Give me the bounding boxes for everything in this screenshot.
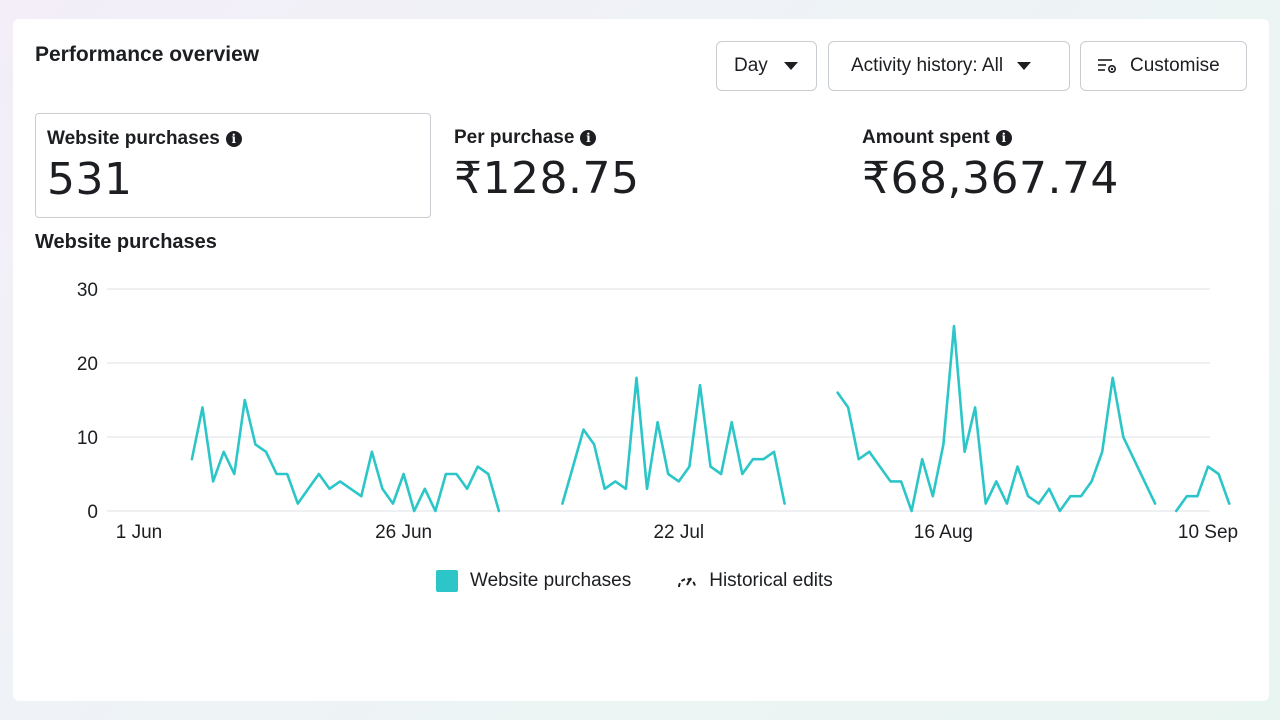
customise-icon bbox=[1098, 59, 1117, 74]
series-line-website-purchases bbox=[190, 398, 501, 513]
customise-label: Customise bbox=[1130, 55, 1220, 76]
x-tick-label: 10 Sep bbox=[1178, 522, 1238, 543]
x-tick-label: 16 Aug bbox=[914, 522, 973, 543]
series-line-website-purchases bbox=[836, 324, 1157, 513]
x-tick-label: 1 Jun bbox=[116, 522, 162, 543]
metric-value: ₹68,367.74 bbox=[862, 153, 1119, 204]
activity-history-label: Activity history: All bbox=[851, 55, 1004, 76]
metric-label: Website purchases bbox=[47, 128, 220, 149]
metric-value: 531 bbox=[47, 154, 133, 205]
performance-overview-card: Performance overview Day Activity histor… bbox=[13, 19, 1269, 701]
x-tick-label: 26 Jun bbox=[375, 522, 432, 543]
x-tick-label: 22 Jul bbox=[653, 522, 704, 543]
metric-label: Per purchase bbox=[454, 127, 575, 148]
y-tick-label: 0 bbox=[87, 502, 98, 523]
y-tick-label: 10 bbox=[77, 428, 98, 449]
chart-legend: Website purchases Historical edits bbox=[436, 570, 833, 592]
metric-website-purchases[interactable]: Website purchases i 531 bbox=[35, 113, 431, 218]
metric-amount-spent[interactable]: Amount spent i ₹68,367.74 bbox=[851, 113, 1231, 218]
info-icon[interactable]: i bbox=[580, 130, 597, 146]
info-icon[interactable]: i bbox=[995, 130, 1012, 146]
metric-value: ₹128.75 bbox=[454, 153, 640, 204]
legend-historical-edits[interactable]: Historical edits bbox=[675, 570, 833, 592]
website-purchases-chart: 0 10 20 30 1 Jun 26 Jun 22 Jul 16 Aug 10 Sep bbox=[77, 280, 1238, 543]
activity-history-dropdown-button[interactable]: Activity history: All bbox=[828, 41, 1070, 91]
chart-title: Website purchases bbox=[35, 231, 217, 253]
caret-down-icon bbox=[783, 62, 798, 70]
legend-label-website-purchases: Website purchases bbox=[470, 570, 632, 591]
metric-label: Amount spent bbox=[862, 127, 990, 148]
info-icon[interactable]: i bbox=[225, 131, 242, 147]
caret-down-icon bbox=[1017, 62, 1032, 70]
series-line-website-purchases bbox=[561, 376, 786, 505]
metric-per-purchase[interactable]: Per purchase i ₹128.75 bbox=[443, 113, 823, 218]
customise-button[interactable]: Customise bbox=[1080, 41, 1247, 91]
series-line-website-purchases bbox=[1174, 465, 1231, 513]
page-title: Performance overview bbox=[35, 43, 260, 66]
y-tick-label: 20 bbox=[77, 354, 98, 375]
legend-label-historical-edits: Historical edits bbox=[709, 570, 833, 591]
day-dropdown-label: Day bbox=[734, 55, 768, 76]
legend-swatch-website-purchases[interactable] bbox=[436, 570, 458, 592]
historical-edits-icon bbox=[678, 577, 697, 588]
day-dropdown-button[interactable]: Day bbox=[716, 41, 817, 91]
y-tick-label: 30 bbox=[77, 280, 98, 301]
